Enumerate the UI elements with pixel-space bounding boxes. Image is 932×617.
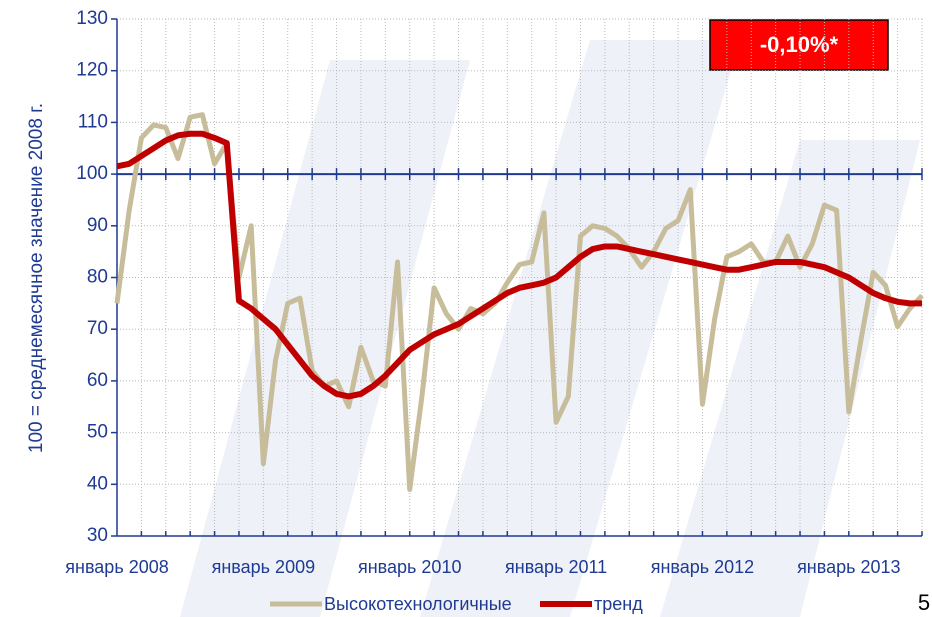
x-tick-label: январь 2009 — [212, 557, 316, 577]
y-tick-label: 130 — [76, 8, 108, 29]
x-tick-label: январь 2012 — [651, 557, 755, 577]
y-tick-label: 50 — [87, 422, 108, 443]
y-tick-label: 70 — [87, 318, 108, 339]
legend-label: тренд — [594, 594, 643, 614]
annotation-box — [709, 19, 889, 71]
y-tick-label: 120 — [76, 60, 108, 81]
series-line — [116, 130, 922, 400]
y-axis-title: 100 = среднемесячное значение 2008 г. — [26, 103, 47, 453]
x-tick-label: январь 2013 — [797, 557, 901, 577]
y-tick-label: 30 — [87, 525, 108, 546]
y-tick-label: 90 — [87, 215, 108, 236]
y-tick-label: 110 — [78, 111, 108, 132]
x-tick-label: январь 2010 — [358, 557, 462, 577]
x-tick-label: январь 2008 — [65, 557, 169, 577]
series-line — [114, 112, 924, 492]
y-tick-label: 100 — [76, 163, 108, 184]
annotation: -0,10%* — [760, 32, 839, 57]
legend-label: Высокотехнологичные — [324, 594, 512, 614]
page-number: 5 — [918, 590, 930, 615]
y-tick-label: 60 — [87, 370, 108, 391]
y-tick-label: 40 — [87, 473, 108, 494]
x-tick-label: январь 2011 — [505, 557, 607, 577]
y-tick-label: 80 — [87, 267, 108, 288]
